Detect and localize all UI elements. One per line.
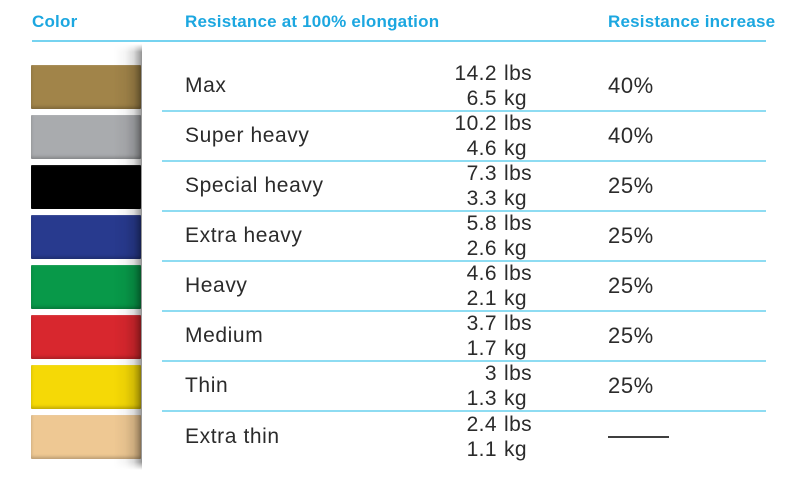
kg-value: 1.1 [466,438,497,461]
lbs-value: 5.8 [466,212,497,235]
table-row-heavy: Heavy 4.6 lbs 2.1 kg 25% [162,262,766,312]
resistance-values: 5.8 lbs 2.6 kg [412,212,552,260]
lbs-unit: lbs [504,413,533,436]
band-swatch-silver [31,115,141,159]
band-swatch-beige [31,415,141,459]
band-label: Special heavy [185,174,324,197]
band-swatch-yellow [31,365,141,409]
kg-value: 6.5 [466,87,497,110]
band-label: Heavy [185,274,248,297]
kg-value: 4.6 [466,137,497,160]
resistance-increase-value: 25% [608,223,654,248]
kg-unit: kg [504,438,527,461]
band-label: Extra thin [185,425,280,448]
table-row-extra-thin: Extra thin 2.4 lbs 1.1 kg [162,412,766,462]
band-label: Thin [185,374,229,397]
kg-value: 2.6 [466,237,497,260]
lbs-unit: lbs [504,62,533,85]
kg-unit: kg [504,237,527,260]
resistance-increase-value: 25% [608,273,654,298]
band-roll-shading [114,44,142,470]
band-swatch-green [31,265,141,309]
header-rule [32,40,766,42]
resistance-values: 2.4 lbs 1.1 kg [412,412,552,462]
lbs-unit: lbs [504,212,533,235]
kg-value: 1.7 [466,337,497,360]
lbs-value: 3.7 [466,312,497,335]
lbs-value: 10.2 [454,112,497,135]
lbs-unit: lbs [504,162,533,185]
kg-unit: kg [504,287,527,310]
lbs-value: 14.2 [454,62,497,85]
table-row-max: Max 14.2 lbs 6.5 kg 40% [162,62,766,112]
kg-value: 2.1 [466,287,497,310]
resistance-increase-value: 25% [608,373,654,398]
lbs-value: 3 [484,362,497,385]
kg-unit: kg [504,187,527,210]
band-swatch-black [31,165,141,209]
resistance-values: 4.6 lbs 2.1 kg [412,262,552,310]
table-row-thin: Thin 3 lbs 1.3 kg 25% [162,362,766,412]
lbs-unit: lbs [504,262,533,285]
resistance-values: 3 lbs 1.3 kg [412,362,552,410]
resistance-values: 7.3 lbs 3.3 kg [412,162,552,210]
lbs-value: 2.4 [466,413,497,436]
band-swatch-red [31,315,141,359]
lbs-unit: lbs [504,362,533,385]
header-resistance-increase: Resistance increase [608,12,776,31]
table-row-super-heavy: Super heavy 10.2 lbs 4.6 kg 40% [162,112,766,162]
resistance-values: 3.7 lbs 1.7 kg [412,312,552,360]
table-row-extra-heavy: Extra heavy 5.8 lbs 2.6 kg 25% [162,212,766,262]
kg-value: 1.3 [466,387,497,410]
kg-value: 3.3 [466,187,497,210]
lbs-unit: lbs [504,312,533,335]
band-swatch-gold [31,65,141,109]
lbs-value: 7.3 [466,162,497,185]
table-row-medium: Medium 3.7 lbs 1.7 kg 25% [162,312,766,362]
lbs-value: 4.6 [466,262,497,285]
resistance-increase-value: 25% [608,173,654,198]
band-swatch-blue [31,215,141,259]
header-resistance-elongation: Resistance at 100% elongation [185,12,440,31]
resistance-increase-value [552,412,766,462]
resistance-values: 10.2 lbs 4.6 kg [412,112,552,160]
resistance-increase-value: 40% [608,73,654,98]
band-label: Extra heavy [185,224,303,247]
band-label: Medium [185,324,264,347]
table-body: Max 14.2 lbs 6.5 kg 40% Super heavy 10.2 lb… [162,62,766,462]
no-increase-dash [608,436,669,438]
band-label: Super heavy [185,124,310,147]
resistance-values: 14.2 lbs 6.5 kg [412,62,552,110]
kg-unit: kg [504,337,527,360]
resistance-increase-value: 40% [608,123,654,148]
table-row-special-heavy: Special heavy 7.3 lbs 3.3 kg 25% [162,162,766,212]
lbs-unit: lbs [504,112,533,135]
kg-unit: kg [504,87,527,110]
resistance-increase-value: 25% [608,323,654,348]
band-label: Max [185,74,227,97]
kg-unit: kg [504,137,527,160]
header-color: Color [32,12,78,31]
kg-unit: kg [504,387,527,410]
